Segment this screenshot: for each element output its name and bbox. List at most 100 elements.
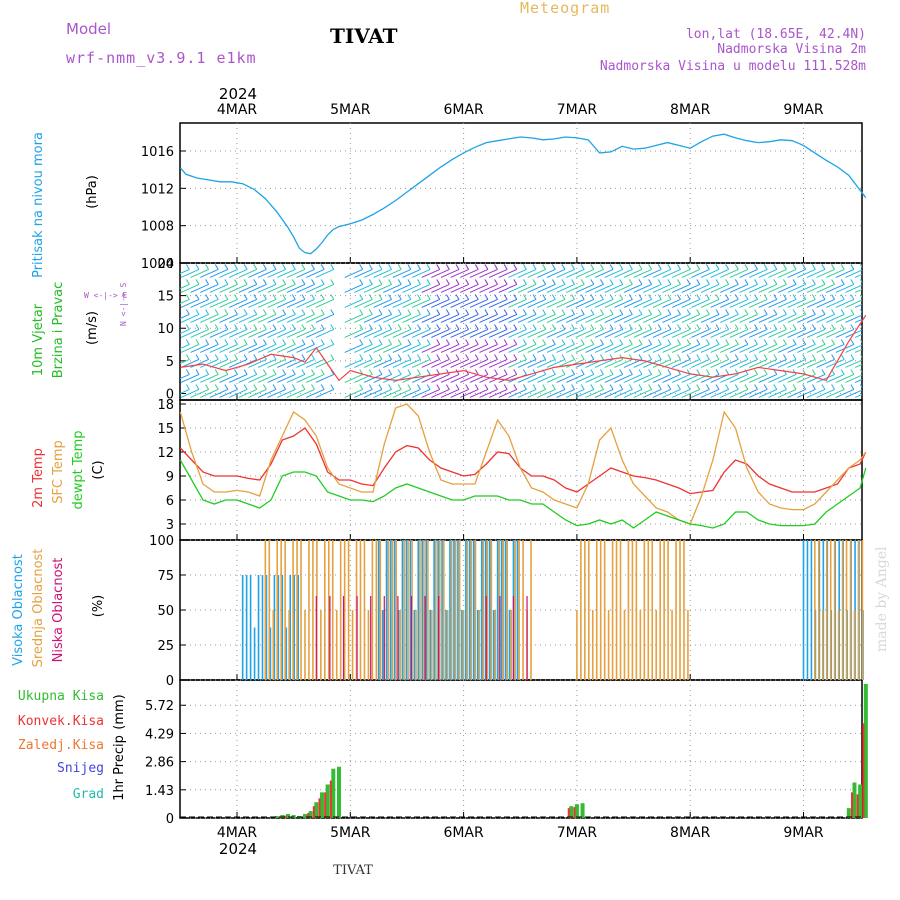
wind-barb-feather [850, 309, 855, 315]
wind-barb [739, 389, 758, 398]
wind-barb-feather [320, 279, 325, 285]
wind-barb [623, 268, 643, 278]
wind-barb-feather [359, 339, 364, 345]
wind-barb [835, 268, 855, 278]
wind-barb [238, 374, 257, 383]
wind-barb-feather [224, 279, 229, 285]
wind-barb-feather [436, 294, 441, 300]
wind-barb-feather [609, 294, 614, 300]
wind-barb-feather [282, 294, 287, 300]
wind-barb [431, 389, 450, 398]
wind-barb [585, 283, 604, 293]
wind-barb-feather [821, 294, 826, 300]
wind-barb-feather [253, 369, 258, 375]
wind-barb [585, 374, 604, 383]
wind-barb [267, 344, 286, 353]
wind-barb [238, 389, 257, 398]
wind-barb-feather [571, 309, 575, 315]
wind-barb [315, 329, 335, 338]
precip-total-bar [336, 766, 341, 818]
wind-barb [219, 329, 238, 338]
wind-barb [826, 389, 845, 398]
wind-barb [440, 359, 460, 368]
wind-barb [845, 344, 862, 353]
wind-barb [633, 313, 652, 323]
wind-barb-feather [436, 324, 441, 330]
y-tick-label: 1.43 [145, 784, 174, 799]
wind-barb-feather [686, 354, 691, 360]
wind-barb [720, 298, 739, 308]
dewpoint-line [179, 459, 867, 529]
wind-barb [662, 298, 681, 308]
wind-barb-feather [590, 279, 595, 285]
wind-barb-feather [609, 369, 614, 375]
wind-barb [594, 298, 614, 308]
wind-barb [710, 329, 729, 338]
wind-barb [257, 374, 277, 383]
precip-ylabel: 1hr Precip [112, 735, 127, 801]
wind-barb-feather [725, 384, 730, 390]
wind-barb-feather [474, 264, 479, 270]
wind-barb [729, 389, 749, 398]
wind-barb [797, 313, 816, 323]
wind-barb [681, 268, 700, 278]
wind-barb [460, 283, 479, 293]
wind-barb-feather [195, 339, 200, 345]
wind-barb-feather [455, 354, 460, 360]
wind-barb [392, 283, 412, 293]
wind-barb-feather [763, 369, 768, 375]
wind-barb [643, 313, 662, 323]
wind-barb-feather [311, 339, 315, 345]
wind-barb [267, 329, 286, 338]
wind-barb [729, 298, 749, 308]
wind-barb-feather [792, 324, 797, 330]
wind-barb [450, 329, 469, 338]
wind-barb-feather [705, 324, 710, 330]
wind-barb [373, 313, 392, 323]
wind-barb-feather [185, 324, 190, 330]
wind-barb [614, 283, 633, 293]
wind-barb [527, 313, 546, 323]
wind-barb-feather [522, 369, 527, 375]
wind-barb [614, 329, 633, 338]
wind-barb [537, 313, 556, 323]
wind-barb [623, 359, 643, 368]
wind-barb [729, 359, 749, 368]
wind-barb-feather [821, 324, 826, 330]
wind-barb-feather [513, 324, 518, 330]
wind-barb [440, 344, 460, 353]
wind-barb [238, 283, 257, 293]
wind-barb [777, 283, 797, 293]
wind-barb [315, 374, 335, 383]
top-year: 2024 [219, 85, 257, 103]
wind-barb-feather [860, 294, 862, 298]
wind-barb [720, 374, 739, 383]
wind-barb-feather [705, 279, 710, 285]
wind-barb-feather [686, 384, 691, 390]
wind-barb-feather [628, 264, 633, 270]
wind-barb-feather [783, 339, 787, 345]
wind-barb-feather [619, 279, 624, 285]
wind-barb [546, 283, 566, 293]
wind-barb [267, 313, 286, 323]
wind-barb-feather [205, 294, 210, 300]
wind-barb [354, 329, 373, 338]
wind-barb-feather [320, 309, 325, 315]
wind-barb [671, 389, 691, 398]
wind-barb-feather [657, 294, 662, 300]
wind-barb [344, 359, 363, 368]
wind-barb [748, 313, 768, 323]
wind-barb-feather [648, 324, 653, 330]
wind-barb-feather [291, 309, 296, 315]
wind-barb [729, 283, 749, 293]
wind-barb-feather [368, 294, 373, 300]
wind-barb-feather [513, 294, 518, 300]
wind-barb [219, 344, 238, 353]
wind-barb-feather [262, 339, 267, 345]
wind-barb-feather [783, 354, 787, 360]
wind-barb [787, 344, 806, 353]
wind-barb-feather [417, 354, 421, 360]
wind-barb-feather [282, 354, 287, 360]
wind-barb-feather [234, 309, 238, 315]
wind-barb-feather [571, 294, 575, 300]
